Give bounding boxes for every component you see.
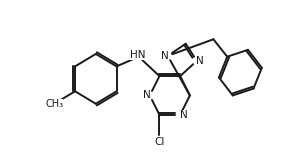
Text: N: N [143, 90, 150, 100]
Text: N: N [180, 110, 187, 120]
Text: HN: HN [130, 50, 145, 60]
Text: Cl: Cl [154, 137, 165, 147]
Text: CH₃: CH₃ [45, 99, 64, 109]
Text: N: N [161, 51, 168, 61]
Text: N: N [196, 56, 204, 66]
